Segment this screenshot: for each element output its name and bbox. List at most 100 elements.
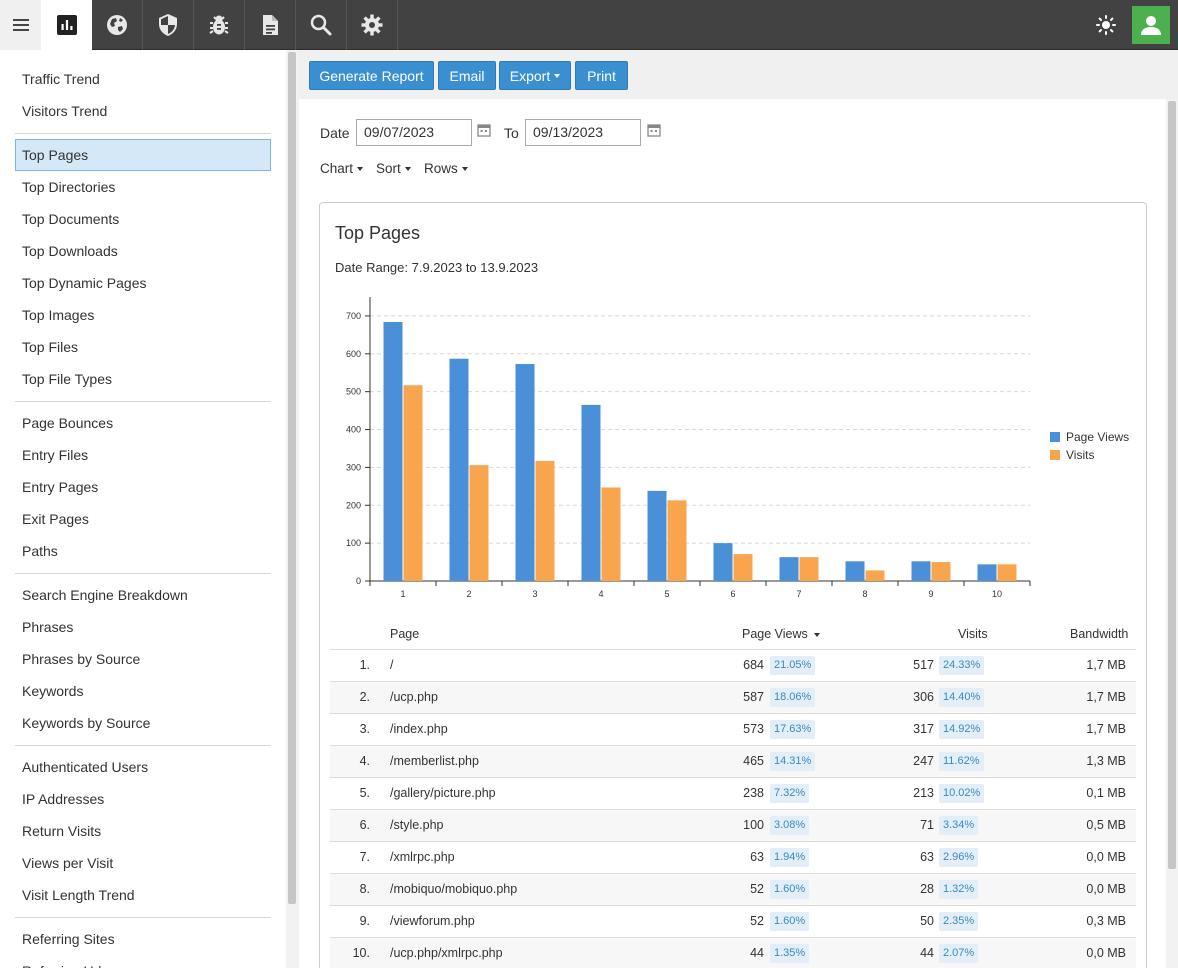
tab-security[interactable] [143,0,194,50]
email-button[interactable]: Email [438,61,496,90]
page-link[interactable]: /memberlist.php [390,754,479,768]
sidebar-item-phrases[interactable]: Phrases [22,619,74,635]
bar-page-views [449,358,469,581]
column-header-page-views[interactable]: Page Views [742,627,820,641]
sidebar-item-visitors-trend[interactable]: Visitors Trend [22,103,108,119]
page-link[interactable]: /ucp.php/xmlrpc.php [390,946,503,960]
visits-value: 50 [920,914,934,928]
page-views-percent-badge: 3.08% [770,816,810,835]
sidebar-item-referring-urls[interactable]: Referring Urls [15,955,271,968]
bar-visits [931,562,951,581]
user-avatar-button[interactable] [1132,6,1170,44]
page-views-value: 465 [743,754,764,768]
sort-dropdown[interactable]: Sort [376,161,411,176]
document-icon [263,15,278,35]
column-header-visits[interactable]: Visits [958,627,988,641]
table-row[interactable]: 1. / 684 21.05% 517 24.33% 1,7 MB [330,649,1136,681]
table-row[interactable]: 7. /xmlrpc.php 63 1.94% 63 2.96% 0,0 MB [330,841,1136,873]
calendar-icon[interactable] [647,123,661,137]
generate-report-button[interactable]: Generate Report [309,61,434,90]
sidebar-item-top-pages[interactable]: Top Pages [15,139,271,171]
sidebar-item-ip-addresses[interactable]: IP Addresses [22,791,105,807]
page-link[interactable]: / [390,658,394,672]
table-row[interactable]: 9. /viewforum.php 52 1.60% 50 2.35% 0,3 MB [330,905,1136,937]
sidebar-item-search-engine-breakdown[interactable]: Search Engine Breakdown [22,587,188,603]
tab-logs[interactable] [245,0,296,50]
chart-dropdown[interactable]: Chart [320,161,364,176]
user-icon [1141,16,1161,35]
sidebar-item-exit-pages[interactable]: Exit Pages [22,511,89,527]
sidebar-item-phrases-by-source[interactable]: Phrases by Source [22,651,141,667]
table-row[interactable]: 6. /style.php 100 3.08% 71 3.34% 0,5 MB [330,809,1136,841]
main-scrollbar[interactable] [1166,99,1178,968]
column-header-bandwidth[interactable]: Bandwidth [1070,627,1129,641]
table-row[interactable]: 2. /ucp.php 587 18.06% 306 14.40% 1,7 MB [330,681,1136,713]
export-dropdown-button[interactable]: Export [499,61,571,90]
table-row[interactable]: 3. /index.php 573 17.63% 317 14.92% 1,7 MB [330,713,1136,745]
sidebar-item-page-bounces[interactable]: Page Bounces [22,415,114,431]
chevron-down-icon [404,167,411,172]
top-pages-bar-chart: 0 100 200 300 400 500 600 700 1 2 3 4 5 6 7 8 9 10 Page Vi… [346,297,1129,599]
page-views-percent-badge: 17.63% [770,720,816,739]
sidebar-item-entry-pages[interactable]: Entry Pages [22,479,99,495]
sidebar-group: Top Pages Top Directories Top Documents Top… [15,134,271,402]
sidebar-item-top-documents[interactable]: Top Documents [22,211,120,227]
page-views-value: 44 [750,946,764,960]
page-link[interactable]: /index.php [390,722,448,736]
print-button[interactable]: Print [575,61,628,90]
sidebar-item-top-dynamic-pages[interactable]: Top Dynamic Pages [22,275,147,291]
table-row[interactable]: 8. /mobiquo/mobiquo.php 52 1.60% 28 1.32% 0,0 … [330,873,1136,905]
page-link[interactable]: /viewforum.php [390,914,475,928]
tab-search[interactable] [296,0,347,50]
sidebar-item-return-visits[interactable]: Return Visits [22,823,102,839]
row-rank: 5. [359,786,370,800]
row-rank: 9. [359,914,370,928]
page-link[interactable]: /gallery/picture.php [390,786,496,800]
y-tick-label: 500 [346,387,361,397]
tab-web[interactable] [92,0,143,50]
tab-errors[interactable] [194,0,245,50]
sidebar-item-keywords[interactable]: Keywords [22,683,84,699]
sidebar-item-authenticated-users[interactable]: Authenticated Users [22,759,149,775]
sidebar-item-top-directories[interactable]: Top Directories [22,179,116,195]
table-row[interactable]: 4. /memberlist.php 465 14.31% 247 11.62% 1,3 M… [330,745,1136,777]
bar-page-views [713,543,733,581]
table-row[interactable]: 10. /ucp.php/xmlrpc.php 44 1.35% 44 2.07% 0,0 … [330,937,1136,968]
page-link[interactable]: /style.php [390,818,444,832]
theme-toggle-button[interactable] [1094,13,1118,37]
page-link[interactable]: /ucp.php [390,690,438,704]
sidebar-item-top-images[interactable]: Top Images [22,307,95,323]
sidebar-item-top-file-types[interactable]: Top File Types [22,371,113,387]
sidebar-item-views-per-visit[interactable]: Views per Visit [22,855,114,871]
sidebar-item-referring-sites[interactable]: Referring Sites [22,931,115,947]
sidebar-scrollbar[interactable] [286,50,298,968]
tab-reports[interactable] [41,0,92,50]
page-link[interactable]: /mobiquo/mobiquo.php [390,882,518,896]
sidebar-item-paths[interactable]: Paths [22,543,58,559]
calendar-icon[interactable] [477,123,491,137]
sidebar-item-top-files[interactable]: Top Files [22,339,79,355]
bar-visits [469,465,489,581]
chevron-down-icon [461,167,468,172]
page-views-value: 52 [750,882,764,896]
sidebar-item-top-downloads[interactable]: Top Downloads [22,243,118,259]
bar-page-views [383,321,403,581]
visits-percent-badge: 2.07% [939,944,979,963]
sidebar-item-visit-length-trend[interactable]: Visit Length Trend [22,887,135,903]
x-tick-label: 3 [532,589,537,599]
date-to-input[interactable]: 09/13/2023 [525,119,641,146]
sidebar-item-traffic-trend[interactable]: Traffic Trend [22,71,100,87]
rows-dropdown[interactable]: Rows [424,161,468,176]
sidebar-item-keywords-by-source[interactable]: Keywords by Source [22,715,151,731]
x-tick-label: 1 [400,589,405,599]
hamburger-icon [12,19,29,31]
table-row[interactable]: 5. /gallery/picture.php 238 7.32% 213 10.02% 0… [330,777,1136,809]
column-header-page[interactable]: Page [390,627,420,641]
report-title: Top Pages [335,223,421,243]
tab-settings[interactable] [347,0,398,50]
page-link[interactable]: /xmlrpc.php [390,850,455,864]
date-from-input[interactable]: 09/07/2023 [356,119,472,146]
menu-toggle-button[interactable] [0,0,41,50]
sidebar-item-entry-files[interactable]: Entry Files [22,447,89,463]
sort-dropdown-label: Sort [376,161,401,176]
